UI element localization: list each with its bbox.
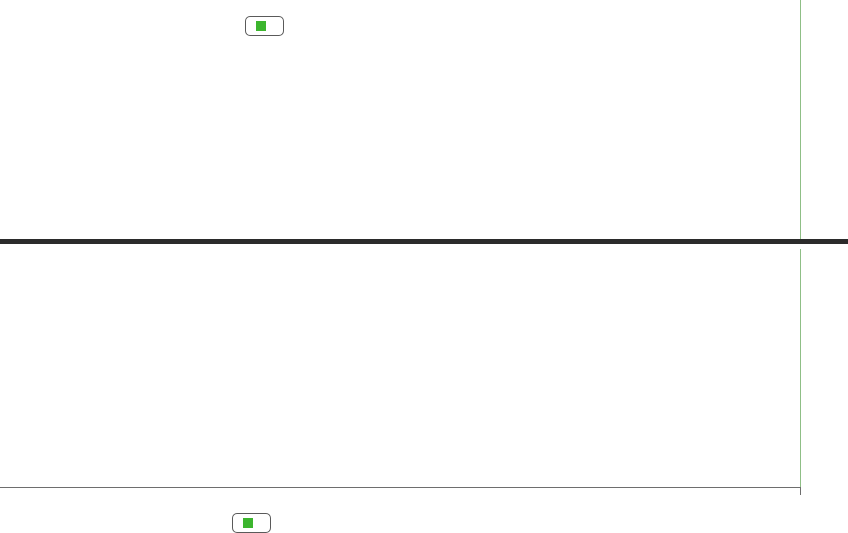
x-axis-line <box>0 487 800 488</box>
panel-separator <box>0 239 848 244</box>
chart-panel-service-providing <box>0 249 848 533</box>
y-axis-goods-producing <box>800 0 848 240</box>
y-axis-spine <box>800 0 801 240</box>
chart-panel-goods-producing <box>0 0 848 240</box>
plot-area-service-providing <box>0 249 800 487</box>
x-axis <box>0 487 848 527</box>
plot-area-goods-producing <box>0 0 800 240</box>
legend-swatch-icon <box>256 21 266 31</box>
y-axis-service-providing <box>800 249 848 487</box>
legend-swatch-icon <box>243 518 253 528</box>
x-axis-right-cap <box>800 487 801 495</box>
legend-goods-producing[interactable] <box>245 16 284 36</box>
y-axis-spine <box>800 249 801 487</box>
